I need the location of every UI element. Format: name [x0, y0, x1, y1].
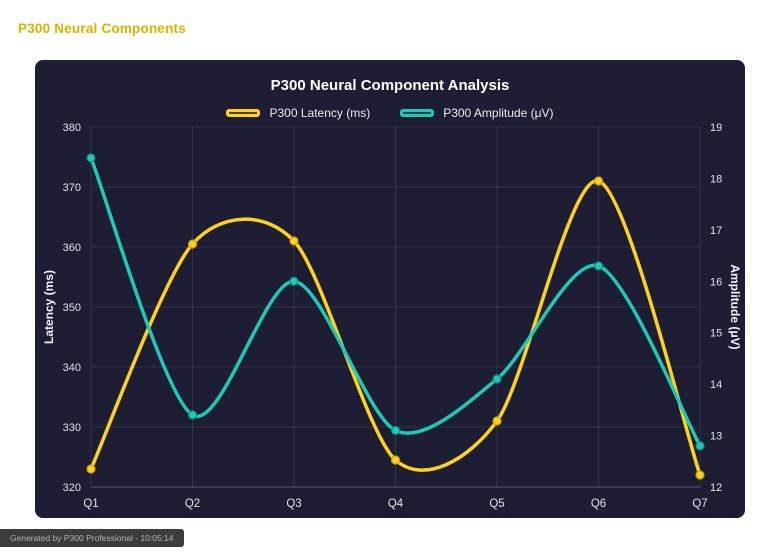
left-axis-tick: 350 — [63, 302, 81, 314]
x-axis-label: Q5 — [489, 498, 504, 510]
left-axis-tick: 360 — [63, 242, 81, 254]
chart-title: P300 Neural Component Analysis — [270, 77, 510, 94]
chart-legend: P300 Latency (ms) P300 Amplitude (μV) — [35, 105, 745, 121]
right-axis-tick: 13 — [710, 431, 722, 443]
x-axis-label: Q4 — [388, 498, 404, 510]
latency-point — [492, 416, 502, 426]
latency-point — [289, 236, 299, 246]
right-axis-tick: 15 — [710, 328, 722, 340]
right-axis-tick: 16 — [710, 276, 722, 288]
amplitude-point — [86, 153, 96, 163]
latency-point — [695, 470, 705, 480]
amplitude-point — [289, 276, 299, 286]
right-axis-tick: 19 — [710, 122, 722, 134]
latency-legend-swatch — [226, 109, 261, 117]
left-axis-tick: 320 — [63, 482, 81, 494]
latency-point — [86, 464, 96, 474]
left-axis-tick: 340 — [63, 362, 81, 374]
latency-point — [593, 176, 604, 186]
amplitude-legend-swatch — [400, 109, 435, 117]
amplitude-point — [593, 261, 604, 271]
x-axis-label: Q2 — [185, 498, 200, 510]
footer-credit: Generated by P300 Professional - 10:05:1… — [0, 529, 184, 547]
amplitude-point — [390, 425, 401, 436]
amplitude-legend-label: P300 Amplitude (μV) — [443, 106, 554, 120]
amplitude-point — [695, 441, 705, 451]
latency-point — [187, 239, 198, 249]
legend-item-amplitude[interactable]: P300 Amplitude (μV) — [400, 106, 554, 120]
chart-card: P300 Neural Component Analysis P300 Late… — [35, 60, 745, 518]
right-axis-tick: 18 — [710, 173, 722, 185]
amplitude-point — [187, 410, 198, 420]
latency-legend-label: P300 Latency (ms) — [269, 106, 371, 120]
right-axis-title: Amplitude (μV) — [728, 264, 740, 349]
page-title: P300 Neural Components — [18, 21, 186, 36]
legend-item-latency[interactable]: P300 Latency (ms) — [226, 106, 370, 120]
x-axis-label: Q3 — [286, 498, 301, 510]
left-axis-tick: 370 — [63, 182, 81, 194]
left-axis-title: Latency (ms) — [42, 270, 56, 344]
x-axis-label: Q6 — [591, 498, 606, 510]
x-axis-label: Q1 — [83, 498, 98, 510]
latency-point — [390, 455, 401, 465]
left-axis-tick: 330 — [63, 422, 81, 434]
chart-plot: 320 330 340 350 360 370 380 12 13 14 15 16 17 18 19 Q1 Q… — [42, 122, 740, 510]
x-axis-label: Q7 — [692, 498, 707, 510]
amplitude-point — [492, 374, 502, 384]
left-axis-tick: 380 — [63, 122, 81, 134]
right-axis-tick: 17 — [710, 225, 722, 237]
right-axis-tick: 12 — [710, 482, 722, 494]
right-axis-tick: 14 — [710, 379, 722, 391]
